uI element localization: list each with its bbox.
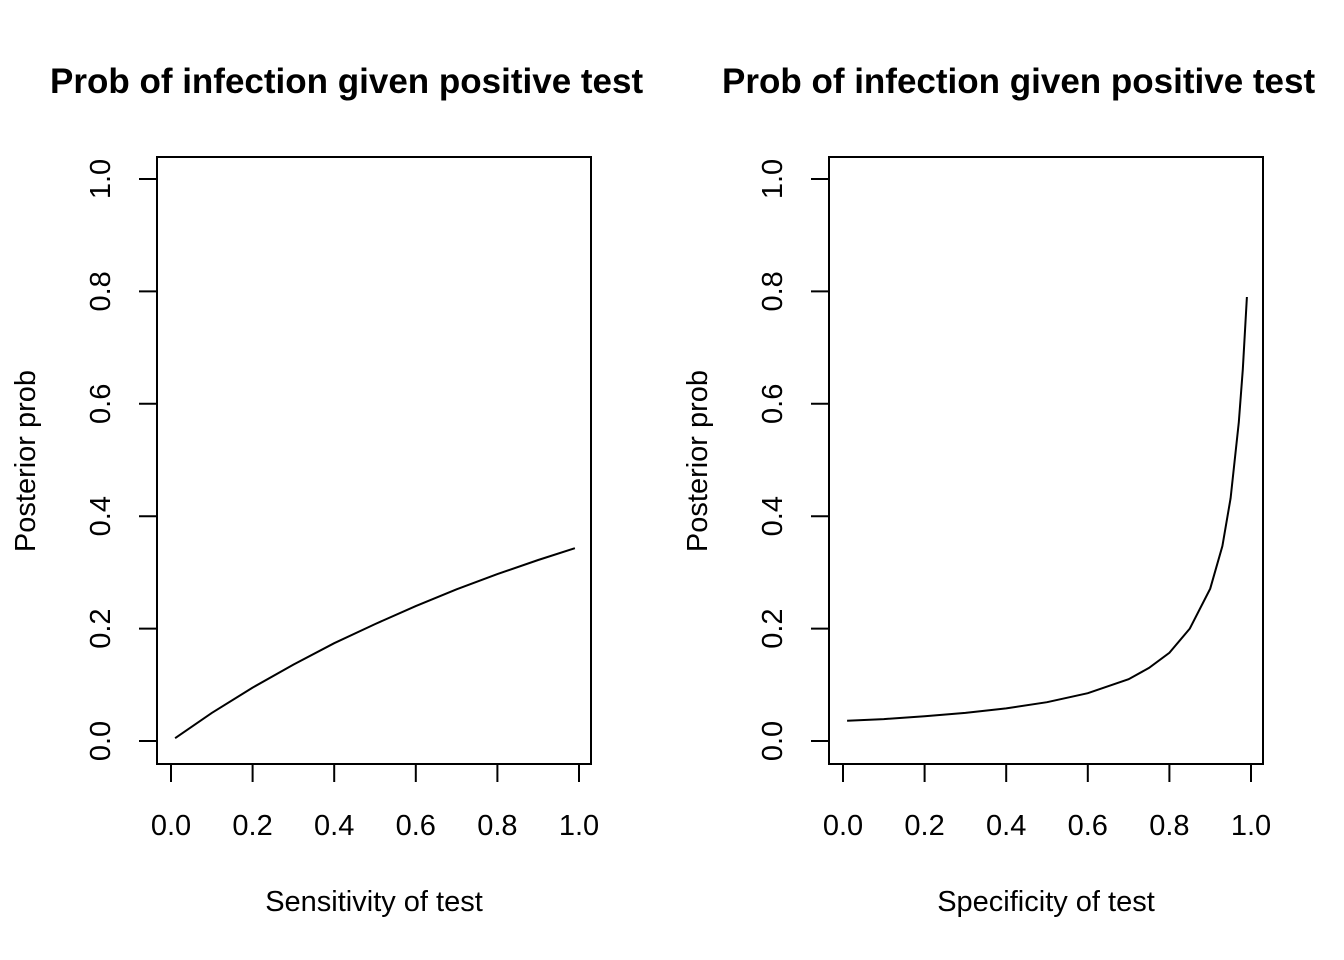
y-axis: 0.0 0.2 0.4 0.6 0.8 1.0 [757,159,830,761]
plot-frame [156,156,592,765]
y-tick-label: 1.0 [757,159,789,199]
series-group [174,547,576,740]
x-tick-label: 0.8 [477,810,517,842]
x-tick-label: 1.0 [1231,810,1271,842]
y-tick-label: 0.4 [85,496,117,536]
y-tick-label: 1.0 [85,159,117,199]
x-tick-label: 0.2 [904,810,944,842]
y-axis-label: Posterior prob [682,370,714,552]
series-line [174,547,576,740]
chart-panel-specificity: Prob of infection given positive test 0.… [682,62,1315,918]
x-tick-label: 1.0 [559,810,599,842]
series-group [847,296,1248,722]
y-tick-label: 0.8 [757,271,789,311]
y-tick-label: 0.2 [85,608,117,648]
y-tick-label: 0.4 [757,496,789,536]
y-tick-label: 0.6 [757,384,789,424]
x-tick-label: 0.8 [1149,810,1189,842]
x-tick-label: 0.0 [823,810,863,842]
x-axis-label: Specificity of test [937,886,1155,918]
y-axis-label: Posterior prob [10,370,42,552]
x-tick-label: 0.6 [396,810,436,842]
plot-frame [828,156,1264,765]
x-tick-label: 0.6 [1068,810,1108,842]
x-axis: 0.0 0.2 0.4 0.6 0.8 1.0 [151,763,599,842]
chart-title: Prob of infection given positive test [50,62,643,101]
x-tick-label: 0.0 [151,810,191,842]
y-tick-label: 0.6 [85,384,117,424]
x-axis-label: Sensitivity of test [265,886,483,918]
x-tick-label: 0.2 [232,810,272,842]
x-axis: 0.0 0.2 0.4 0.6 0.8 1.0 [823,763,1271,842]
chart-panel-sensitivity: Prob of infection given positive test 0.… [10,62,643,918]
y-tick-label: 0.2 [757,608,789,648]
y-axis: 0.0 0.2 0.4 0.6 0.8 1.0 [85,159,158,761]
y-tick-label: 0.0 [85,721,117,761]
x-tick-label: 0.4 [986,810,1026,842]
y-tick-label: 0.8 [85,271,117,311]
y-tick-label: 0.0 [757,721,789,761]
chart-title: Prob of infection given positive test [722,62,1315,101]
series-line [847,296,1248,722]
x-tick-label: 0.4 [314,810,354,842]
